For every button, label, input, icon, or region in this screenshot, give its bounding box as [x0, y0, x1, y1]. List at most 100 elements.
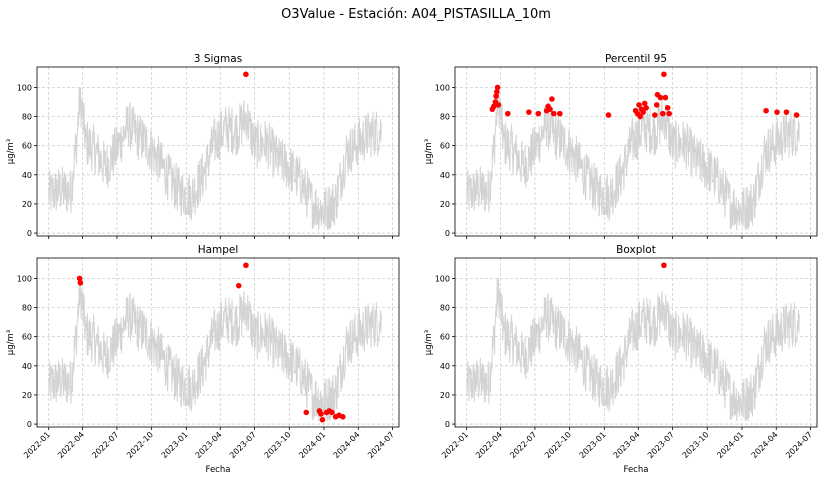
x-tick-label: 2024-07 — [784, 430, 814, 460]
y-tick-label: 0 — [27, 229, 32, 238]
outlier-point — [637, 113, 643, 120]
outlier-point — [243, 71, 249, 78]
outlier-point — [526, 109, 532, 115]
y-tick-label: 40 — [440, 362, 450, 371]
x-tick-label: 2024-01 — [297, 430, 327, 460]
outlier-point — [340, 414, 346, 420]
outlier-point — [495, 102, 502, 108]
subplot-title: 3 Sigmas — [194, 53, 242, 65]
y-tick-label: 100 — [435, 274, 450, 283]
outlier-point — [318, 411, 324, 417]
outlier-point — [493, 93, 499, 99]
outlier-point — [557, 110, 563, 117]
subplot-3-sigmas: 0 20 40 60 80 100 3 Sigmas µg/m³ — [6, 53, 400, 239]
series-line — [48, 278, 382, 422]
y-tick-label: 0 — [445, 420, 450, 429]
x-tick-label: 2023-07 — [228, 430, 258, 460]
x-tick-label: 2023-04 — [194, 430, 224, 460]
axes-frame — [36, 257, 400, 428]
y-tick-label: 20 — [440, 391, 450, 400]
outlier-point — [243, 262, 249, 269]
axes-frame — [36, 66, 400, 237]
outlier-point — [661, 262, 667, 269]
x-axis-label: Fecha — [624, 465, 649, 475]
series-line — [466, 278, 800, 422]
outlier-point — [659, 110, 666, 117]
outlier-point — [494, 84, 501, 91]
outlier-point — [77, 279, 84, 286]
y-axis-label: µg/m³ — [6, 139, 16, 164]
y-tick-label: 80 — [440, 113, 450, 122]
y-tick-label: 100 — [17, 83, 32, 92]
x-tick-label: 2022-01 — [22, 430, 52, 460]
outlier-point — [652, 112, 658, 118]
series-line — [48, 87, 382, 231]
x-tick-label: 2022-10 — [125, 430, 155, 460]
y-tick-label: 40 — [22, 171, 32, 180]
subplot-title: Boxplot — [616, 244, 656, 256]
outlier-point — [666, 110, 672, 117]
y-axis-label: µg/m³ — [424, 330, 434, 355]
outlier-point — [661, 71, 667, 78]
x-tick-label: 2024-01 — [715, 430, 745, 460]
outlier-point — [643, 104, 649, 111]
x-axis-label: Fecha — [206, 465, 231, 475]
y-tick-label: 40 — [440, 171, 450, 180]
y-tick-label: 100 — [17, 274, 32, 283]
outlier-point — [491, 103, 497, 110]
x-tick-label: 2022-04 — [474, 430, 504, 460]
subplot-percentil-95: 0 20 40 60 80 100 Percentil 95 µg/m³ — [424, 53, 818, 239]
outlier-point — [329, 409, 335, 416]
y-tick-label: 20 — [22, 391, 32, 400]
y-tick-label: 80 — [22, 304, 32, 313]
y-tick-label: 60 — [440, 333, 450, 342]
subplot-title: Hampel — [198, 244, 239, 256]
x-tick-label: 2023-01 — [578, 430, 608, 460]
outlier-point — [653, 102, 660, 108]
x-tick-label: 2023-10 — [681, 430, 711, 460]
outlier-point — [664, 104, 671, 111]
outlier-point — [550, 110, 557, 117]
axes-frame — [454, 66, 818, 237]
x-tick-label: 2024-04 — [750, 430, 780, 460]
x-tick-label: 2023-04 — [612, 430, 642, 460]
outlier-point — [549, 96, 555, 102]
x-tick-label: 2023-01 — [160, 430, 190, 460]
outlier-point — [657, 94, 664, 101]
outlier-point — [76, 275, 83, 282]
outlier-point — [319, 416, 326, 423]
outlier-point — [783, 109, 790, 115]
y-tick-label: 100 — [435, 83, 450, 92]
x-tick-label: 2024-07 — [366, 430, 396, 460]
y-tick-label: 0 — [27, 420, 32, 429]
subplot-boxplot: 0 20 40 60 80 100 2022-01 2022-04 2022-07 2022-10… — [424, 244, 818, 475]
y-axis-label: µg/m³ — [424, 139, 434, 164]
series-line — [466, 87, 800, 231]
y-tick-label: 80 — [440, 304, 450, 313]
outlier-point — [605, 112, 612, 118]
y-tick-label: 20 — [440, 200, 450, 209]
subplot-hampel: 0 20 40 60 80 100 2022-01 2022-04 2022-07 2022-10… — [6, 244, 400, 475]
x-tick-label: 2022-07 — [90, 430, 120, 460]
outlier-point — [763, 107, 769, 114]
subplot-title: Percentil 95 — [605, 53, 667, 65]
outlier-point — [640, 109, 646, 115]
y-tick-label: 40 — [22, 362, 32, 371]
x-tick-label: 2022-10 — [543, 430, 573, 460]
x-tick-label: 2023-10 — [263, 430, 293, 460]
y-tick-label: 60 — [440, 142, 450, 151]
outlier-point — [641, 100, 648, 107]
outlier-point — [303, 409, 310, 416]
y-tick-label: 60 — [22, 333, 32, 342]
x-tick-label: 2023-07 — [646, 430, 676, 460]
outlier-point — [636, 102, 642, 108]
axes-frame — [454, 257, 818, 428]
outlier-point — [235, 282, 242, 289]
x-tick-label: 2022-04 — [56, 430, 86, 460]
y-axis-label: µg/m³ — [6, 330, 16, 355]
y-tick-label: 0 — [445, 229, 450, 238]
outlier-point — [793, 112, 800, 118]
outlier-point — [662, 94, 669, 101]
outlier-point — [774, 109, 780, 115]
